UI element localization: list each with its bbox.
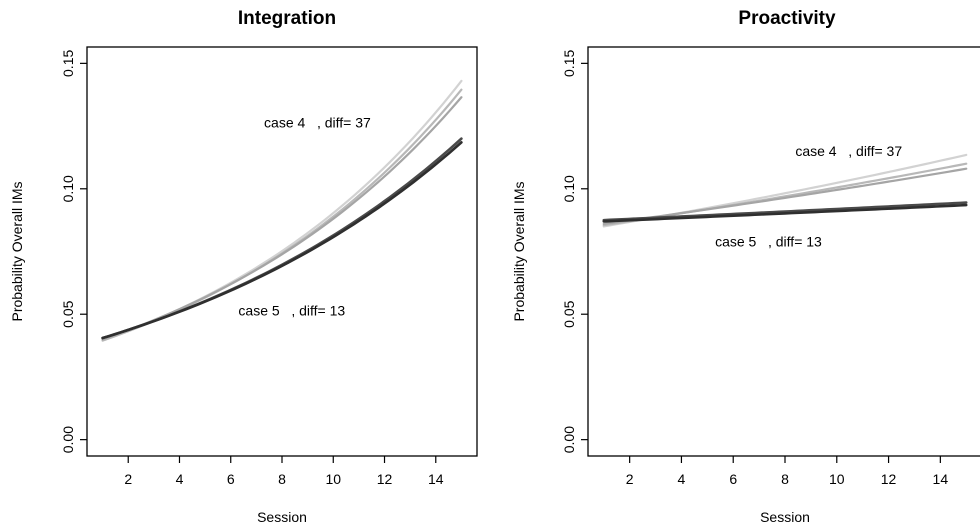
panel-2: Proactivity 2 4 6 8 10 12 14 0.00 0.05 0.10 0.15 Ses… xyxy=(511,8,980,525)
panel-2-y-axis-label: Probability Overall IMs xyxy=(511,181,527,321)
panel-1-series xyxy=(101,79,463,342)
panel-1-y-tick-label: 0.05 xyxy=(60,300,76,327)
panel-2-series-line-4 xyxy=(602,201,968,222)
panel-1-annotation-1: case 4 , diff= 37 xyxy=(264,114,371,130)
panel-1-y-tick-label: 0.15 xyxy=(60,50,76,77)
panel-2-series-line-3 xyxy=(602,167,968,226)
panel-1-y-tick-label: 0.10 xyxy=(60,175,76,202)
panel-1-annotation-2: case 5 , diff= 13 xyxy=(238,302,345,318)
panel-2-x-tick-label: 4 xyxy=(678,471,686,487)
panel-1-series-line-5 xyxy=(101,141,463,340)
panel-2-y-tick-label: 0.00 xyxy=(561,426,577,453)
panel-1-x-axis-label: Session xyxy=(257,509,307,525)
panel-1-title: Integration xyxy=(238,8,336,29)
panel-1-x-tick-label: 12 xyxy=(377,471,393,487)
panel-1-x-tick-label: 4 xyxy=(176,471,184,487)
panel-2-y-tick-label: 0.05 xyxy=(561,300,577,327)
panel-1-x-tick-label: 6 xyxy=(227,471,235,487)
panel-2-x-tick-label: 10 xyxy=(829,471,845,487)
panel-2-series xyxy=(602,153,968,228)
panel-2-x-tick-label: 14 xyxy=(933,471,949,487)
panel-1-x-tick-label: 2 xyxy=(124,471,132,487)
panel-2-x-tick-label: 2 xyxy=(626,471,634,487)
panel-1-x-tick-label: 10 xyxy=(325,471,341,487)
panel-2-title: Proactivity xyxy=(738,8,836,29)
panel-2-y-tick-label: 0.15 xyxy=(561,50,577,77)
panel-1-y-axis-label: Probability Overall IMs xyxy=(9,181,25,321)
panel-1-y-tick-label: 0.00 xyxy=(60,426,76,453)
panel-2-x-tick-label: 6 xyxy=(729,471,737,487)
panel-2-x-axis-label: Session xyxy=(760,509,810,525)
panel-1-x-tick-label: 14 xyxy=(428,471,444,487)
panel-1-x-tick-label: 8 xyxy=(278,471,286,487)
panel-2-x-tick-label: 12 xyxy=(881,471,897,487)
panel-2-annotation-1: case 4 , diff= 37 xyxy=(795,143,902,159)
panel-1: Integration 2 4 6 8 10 12 14 0.00 0.05 0.10 0.15 Ses… xyxy=(9,8,478,525)
panel-2-x-tick-label: 8 xyxy=(781,471,789,487)
panel-2-frame xyxy=(587,46,980,457)
panel-2-y-tick-label: 0.10 xyxy=(561,175,577,202)
panel-2-series-line-5 xyxy=(602,203,968,223)
panel-2-annotation-2: case 5 , diff= 13 xyxy=(715,233,822,249)
